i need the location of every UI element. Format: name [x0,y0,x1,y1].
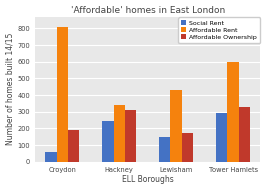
Bar [227,62,239,162]
X-axis label: ELL Boroughs: ELL Boroughs [122,175,174,184]
Bar [114,105,125,162]
Bar [216,113,227,162]
Bar [182,133,193,162]
Bar [68,130,79,162]
Bar [57,27,68,162]
Bar [102,121,114,162]
Title: 'Affordable' homes in East London: 'Affordable' homes in East London [70,6,225,15]
Legend: Social Rent, Affordable Rent, Affordable Ownership: Social Rent, Affordable Rent, Affordable… [178,17,260,43]
Bar [159,137,171,162]
Bar [239,107,250,162]
Bar [125,110,136,162]
Y-axis label: Number of homes built 14/15: Number of homes built 14/15 [6,33,15,146]
Bar [171,90,182,162]
Bar [45,152,57,162]
